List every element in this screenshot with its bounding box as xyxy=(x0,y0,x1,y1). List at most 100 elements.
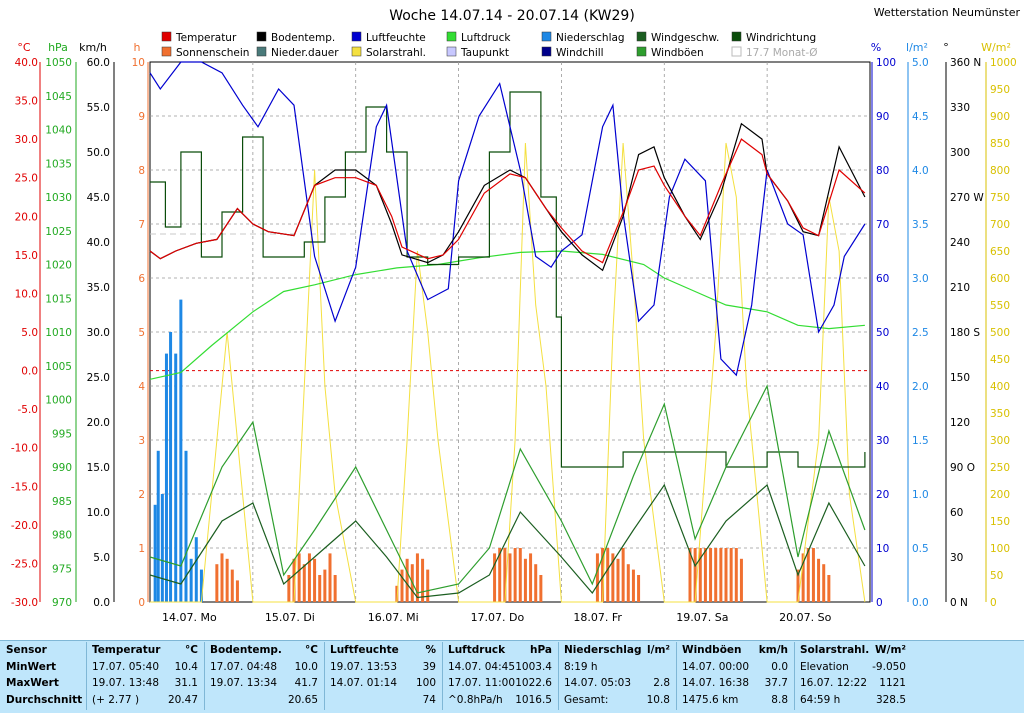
stats-column-name: Solarstrahl. xyxy=(800,644,870,656)
stats-row: 14.07. 01:14 100 xyxy=(326,675,442,692)
legend-swatch xyxy=(731,31,742,42)
sunshine-bar xyxy=(616,558,620,602)
unit-solar: W/m² xyxy=(981,41,1011,54)
stats-cell-label: 8:19 h xyxy=(564,660,598,673)
stats-column-header: Temperatur °C xyxy=(88,642,204,659)
stats-column: Bodentemp. °C 17.07. 04:48 10.0 19.07. 13:34… xyxy=(206,642,324,710)
stats-cell-value: 10.8 xyxy=(646,693,670,706)
sunshine-bar xyxy=(297,553,301,602)
rain-bar xyxy=(174,353,178,602)
stats-cell-value: 1003.4 xyxy=(515,660,552,673)
stats-column-unit: W/m² xyxy=(875,644,906,656)
stats-cell-label: 14.07. 16:38 xyxy=(682,677,749,689)
sunshine-bar xyxy=(611,553,615,602)
sunshine-bar xyxy=(539,575,543,602)
axis-tick-label: 360 N xyxy=(950,57,981,69)
bars xyxy=(153,299,831,602)
stats-row: Elevation -9.050 xyxy=(796,659,912,676)
stats-row: 14.07. 16:38 37.7 xyxy=(678,675,794,692)
sunshine-bar xyxy=(503,548,507,602)
sunshine-bar xyxy=(637,575,641,602)
sunshine-bar xyxy=(400,569,404,602)
axis-tick-label: 100 xyxy=(876,57,896,69)
axis-tick-label: 1035 xyxy=(45,158,72,170)
axis-tick-label: 90 xyxy=(876,111,889,123)
sunshine-bar xyxy=(302,564,306,602)
axis-tick-label: 400 xyxy=(990,381,1010,393)
axis-tick-label: 2.5 xyxy=(912,327,929,339)
sunshine-bar xyxy=(518,548,522,602)
sunshine-bar xyxy=(709,548,713,602)
station-name: Wetterstation Neumünster xyxy=(874,6,1021,19)
rain-bar xyxy=(189,558,193,602)
axis-tick-label: 0 xyxy=(138,597,145,609)
axis-tick-label: 15.0 xyxy=(15,250,38,262)
legend-swatch xyxy=(636,31,647,42)
stats-column-name: Luftfeuchte xyxy=(330,644,399,656)
stats-row: 16.07. 12:22 1121 xyxy=(796,675,912,692)
stats-column-unit: l/m² xyxy=(647,644,670,656)
legend-swatch xyxy=(446,46,457,57)
axis-tick-label: 850 xyxy=(990,138,1010,150)
legend-swatch xyxy=(351,31,362,42)
axis-tick-label: 1015 xyxy=(45,293,72,305)
sunshine-bar xyxy=(739,558,743,602)
stats-row: 20.65 xyxy=(206,692,324,709)
stats-row: 17.07. 04:48 10.0 xyxy=(206,659,324,676)
axis-tick-label: -10.0 xyxy=(11,443,38,455)
sunshine-bar xyxy=(313,558,317,602)
axis-tick-label: 1.5 xyxy=(912,435,929,447)
stats-label-avg: Durchschnitt xyxy=(6,693,83,706)
axis-tick-label: 10 xyxy=(876,543,889,555)
chart-title: Woche 14.07.14 - 20.07.14 (KW29) xyxy=(389,8,635,24)
axis-tick-label: 5 xyxy=(138,327,145,339)
axis-tick-label: 975 xyxy=(52,563,72,575)
legend-swatch xyxy=(161,31,172,42)
stats-row: 14.07. 05:03 2.8 xyxy=(560,675,676,692)
sunshine-bar xyxy=(595,553,599,602)
axis-tick-label: 10 xyxy=(132,57,145,69)
legend-label: Sonnenschein xyxy=(176,47,249,59)
stats-column-separator xyxy=(324,642,325,710)
sunshine-bar xyxy=(307,553,311,602)
axis-tick-label: 9 xyxy=(138,111,145,123)
axis-tick-label: 50.0 xyxy=(87,147,110,159)
sunshine-bar xyxy=(513,548,517,602)
rain-bar xyxy=(194,537,198,602)
sunshine-bar xyxy=(714,548,718,602)
stats-column-unit: °C xyxy=(185,644,198,656)
legend-swatch xyxy=(541,31,552,42)
sunshine-bar xyxy=(631,569,635,602)
axis-tick-label: 350 xyxy=(990,408,1010,420)
sunshine-bar xyxy=(523,558,527,602)
sunshine-bar xyxy=(693,548,697,602)
sunshine-bar xyxy=(421,558,425,602)
stats-column-separator xyxy=(794,642,795,710)
axis-tick-label: 30.0 xyxy=(87,327,110,339)
stats-row: 8:19 h xyxy=(560,659,676,676)
axis-tick-label: 100 xyxy=(990,543,1010,555)
x-tick-label: 16.07. Mi xyxy=(368,611,419,624)
stats-cell-value: 20.65 xyxy=(287,693,318,706)
axis-unit-labels: °C hPa km/h h % l/m² ° W/m² xyxy=(17,41,1010,54)
axis-tick-label: 150 xyxy=(950,372,970,384)
stats-cell-label: 14.07. 04:45 xyxy=(448,660,515,673)
axis-tick-label: 1000 xyxy=(990,57,1017,69)
stats-row: 74 xyxy=(326,692,442,709)
sunshine-bar xyxy=(621,548,625,602)
sunshine-bar xyxy=(508,553,512,602)
axis-tick-label: 0 N xyxy=(950,597,968,609)
stats-row: 1475.6 km 8.8 xyxy=(678,692,794,709)
x-tick-label: 15.07. Di xyxy=(265,611,315,624)
legend-label: Nieder.dauer xyxy=(271,47,339,59)
stats-column-separator xyxy=(204,642,205,710)
axis-tick-label: 35.0 xyxy=(87,282,110,294)
axis-tick-label: 35.0 xyxy=(15,96,38,108)
stats-cell-label: 14.07. 05:03 xyxy=(564,677,631,689)
rain-bar xyxy=(156,450,160,602)
stats-row: 64:59 h 328.5 xyxy=(796,692,912,709)
stats-column-header: Windböen km/h xyxy=(678,642,794,659)
axis-tick-label: 200 xyxy=(990,489,1010,501)
axis-tick-label: 10.0 xyxy=(15,288,38,300)
stats-panel xyxy=(0,640,1024,713)
